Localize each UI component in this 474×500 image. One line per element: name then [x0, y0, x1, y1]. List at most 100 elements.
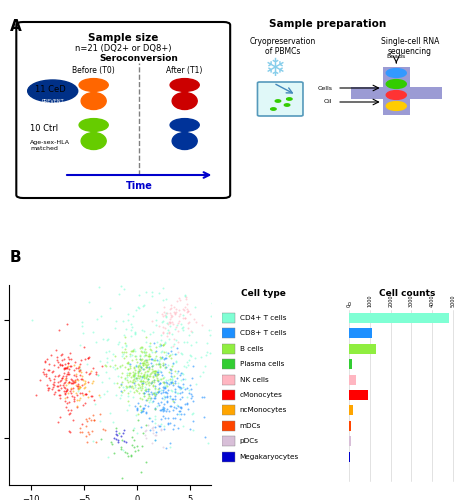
- Point: [111, 352, 118, 360]
- Point: [170, 421, 178, 429]
- Point: [139, 361, 146, 369]
- Point: [174, 367, 182, 375]
- Ellipse shape: [172, 132, 197, 150]
- Point: [150, 390, 158, 398]
- Point: [201, 433, 209, 441]
- Point: [129, 426, 137, 434]
- Point: [292, 386, 300, 394]
- Point: [63, 370, 71, 378]
- Point: [58, 374, 66, 382]
- Point: [59, 356, 66, 364]
- Point: [155, 289, 163, 297]
- FancyBboxPatch shape: [257, 82, 303, 116]
- Point: [137, 378, 145, 386]
- Point: [219, 396, 227, 404]
- Point: [153, 356, 160, 364]
- Point: [170, 414, 177, 422]
- Point: [182, 294, 190, 302]
- Point: [103, 387, 110, 395]
- Point: [137, 364, 145, 372]
- Point: [156, 362, 164, 370]
- Point: [192, 318, 200, 326]
- Point: [174, 424, 182, 432]
- Point: [79, 372, 86, 380]
- Point: [203, 339, 210, 347]
- Point: [135, 291, 142, 299]
- Point: [160, 422, 168, 430]
- Point: [142, 364, 150, 372]
- Point: [127, 352, 134, 360]
- Point: [159, 361, 167, 369]
- Point: [107, 438, 115, 446]
- FancyBboxPatch shape: [222, 390, 235, 400]
- Point: [146, 330, 154, 338]
- Point: [136, 361, 143, 369]
- Point: [140, 370, 148, 378]
- Point: [142, 409, 149, 417]
- Point: [179, 314, 187, 322]
- Point: [173, 389, 181, 397]
- Point: [45, 360, 53, 368]
- Point: [148, 362, 156, 370]
- Point: [128, 451, 135, 459]
- FancyBboxPatch shape: [222, 328, 235, 338]
- Point: [130, 388, 137, 396]
- Point: [142, 288, 150, 296]
- Point: [198, 353, 205, 361]
- Point: [60, 356, 68, 364]
- Point: [163, 393, 171, 401]
- Point: [136, 372, 144, 380]
- Point: [117, 372, 125, 380]
- Point: [165, 329, 173, 337]
- Point: [177, 349, 184, 357]
- Point: [96, 417, 104, 425]
- Point: [95, 371, 102, 379]
- Point: [68, 386, 75, 394]
- Point: [128, 452, 135, 460]
- Point: [39, 368, 46, 376]
- Point: [170, 273, 177, 281]
- Text: Megakaryocytes: Megakaryocytes: [240, 454, 299, 460]
- Point: [159, 388, 167, 396]
- Point: [161, 388, 169, 396]
- Point: [152, 436, 159, 444]
- Point: [154, 376, 162, 384]
- Point: [124, 378, 131, 386]
- Point: [91, 400, 99, 408]
- Point: [146, 352, 153, 360]
- Point: [169, 378, 177, 386]
- Point: [167, 378, 175, 386]
- Point: [132, 374, 140, 382]
- Point: [198, 322, 205, 330]
- Point: [145, 390, 153, 398]
- Point: [128, 432, 136, 440]
- Point: [73, 382, 81, 390]
- Point: [175, 410, 183, 418]
- Point: [55, 390, 63, 398]
- Point: [161, 355, 168, 363]
- Point: [137, 352, 144, 360]
- Point: [131, 372, 138, 380]
- Point: [103, 258, 110, 266]
- Point: [64, 320, 71, 328]
- Point: [77, 394, 84, 402]
- Point: [71, 366, 78, 374]
- Point: [167, 372, 175, 380]
- Point: [41, 358, 49, 366]
- Point: [215, 336, 222, 344]
- Point: [139, 372, 147, 380]
- Point: [183, 400, 191, 408]
- Point: [180, 410, 188, 418]
- Point: [185, 318, 193, 326]
- Point: [130, 364, 137, 372]
- Point: [174, 382, 182, 390]
- Point: [169, 360, 177, 368]
- Point: [167, 386, 175, 394]
- Point: [180, 380, 187, 388]
- Text: After (T1): After (T1): [166, 66, 203, 75]
- Point: [151, 376, 158, 384]
- Text: CD4+ T cells: CD4+ T cells: [240, 314, 286, 320]
- Point: [122, 342, 130, 350]
- Point: [149, 372, 156, 380]
- Point: [140, 404, 147, 412]
